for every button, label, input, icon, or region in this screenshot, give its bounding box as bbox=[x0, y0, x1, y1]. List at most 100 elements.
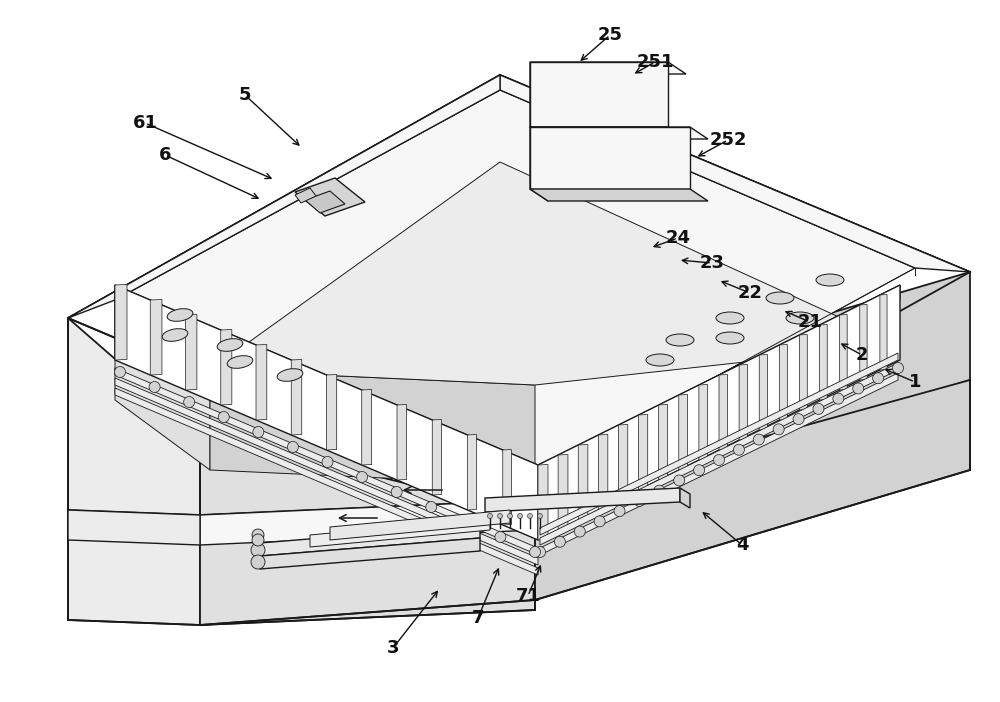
Ellipse shape bbox=[716, 312, 744, 324]
Polygon shape bbox=[260, 538, 480, 569]
Text: 5: 5 bbox=[239, 86, 251, 104]
Circle shape bbox=[594, 516, 605, 526]
Ellipse shape bbox=[217, 338, 243, 351]
Circle shape bbox=[426, 501, 437, 512]
Circle shape bbox=[508, 513, 512, 519]
Text: 4: 4 bbox=[736, 536, 748, 554]
Text: 251: 251 bbox=[636, 53, 674, 71]
Polygon shape bbox=[432, 420, 442, 495]
Circle shape bbox=[554, 536, 565, 548]
Polygon shape bbox=[115, 90, 915, 478]
Circle shape bbox=[528, 513, 532, 519]
Circle shape bbox=[530, 546, 540, 557]
Circle shape bbox=[253, 427, 264, 437]
Ellipse shape bbox=[716, 332, 744, 344]
Polygon shape bbox=[397, 404, 407, 480]
Polygon shape bbox=[68, 510, 200, 545]
Ellipse shape bbox=[646, 354, 674, 366]
Text: 24: 24 bbox=[666, 229, 690, 247]
Polygon shape bbox=[538, 285, 900, 480]
Polygon shape bbox=[779, 345, 787, 420]
Polygon shape bbox=[503, 449, 511, 525]
Circle shape bbox=[488, 513, 492, 519]
Polygon shape bbox=[618, 425, 628, 500]
Polygon shape bbox=[305, 191, 345, 213]
Polygon shape bbox=[820, 324, 827, 400]
Text: 21: 21 bbox=[798, 313, 822, 331]
Polygon shape bbox=[362, 390, 372, 465]
Circle shape bbox=[773, 424, 784, 435]
Polygon shape bbox=[68, 75, 500, 318]
Circle shape bbox=[357, 472, 368, 482]
Circle shape bbox=[853, 383, 864, 394]
Polygon shape bbox=[540, 353, 898, 535]
Circle shape bbox=[149, 381, 160, 392]
Polygon shape bbox=[68, 510, 200, 625]
Polygon shape bbox=[330, 510, 510, 540]
Polygon shape bbox=[115, 285, 538, 540]
Polygon shape bbox=[260, 525, 480, 556]
Polygon shape bbox=[679, 395, 688, 470]
Circle shape bbox=[674, 475, 685, 486]
Polygon shape bbox=[115, 300, 210, 470]
Polygon shape bbox=[540, 373, 898, 555]
Polygon shape bbox=[468, 435, 477, 510]
Circle shape bbox=[893, 362, 904, 373]
Polygon shape bbox=[115, 285, 538, 480]
Circle shape bbox=[251, 555, 265, 569]
Polygon shape bbox=[115, 378, 538, 565]
Circle shape bbox=[753, 434, 764, 445]
Polygon shape bbox=[659, 404, 668, 480]
Ellipse shape bbox=[162, 329, 188, 341]
Polygon shape bbox=[68, 75, 970, 515]
Polygon shape bbox=[68, 318, 200, 625]
Ellipse shape bbox=[786, 312, 814, 324]
Polygon shape bbox=[840, 314, 847, 390]
Polygon shape bbox=[759, 355, 767, 430]
Polygon shape bbox=[500, 75, 970, 272]
Polygon shape bbox=[538, 285, 900, 540]
Circle shape bbox=[873, 373, 884, 384]
Circle shape bbox=[251, 543, 265, 557]
Polygon shape bbox=[150, 300, 162, 375]
Polygon shape bbox=[530, 127, 690, 189]
Polygon shape bbox=[200, 500, 535, 545]
Polygon shape bbox=[115, 388, 538, 575]
Polygon shape bbox=[860, 305, 867, 380]
Polygon shape bbox=[530, 127, 708, 139]
Polygon shape bbox=[310, 518, 490, 547]
Polygon shape bbox=[530, 127, 686, 139]
Circle shape bbox=[391, 486, 402, 498]
Polygon shape bbox=[598, 435, 608, 510]
Polygon shape bbox=[186, 314, 197, 390]
Circle shape bbox=[252, 529, 264, 541]
Text: 3: 3 bbox=[387, 639, 399, 657]
Ellipse shape bbox=[227, 356, 253, 369]
Text: 6: 6 bbox=[159, 146, 171, 164]
Circle shape bbox=[634, 496, 645, 506]
Circle shape bbox=[495, 531, 506, 543]
Circle shape bbox=[538, 513, 542, 519]
Text: 2: 2 bbox=[856, 346, 868, 364]
Polygon shape bbox=[485, 488, 680, 512]
Polygon shape bbox=[295, 178, 365, 216]
Circle shape bbox=[184, 397, 195, 407]
Polygon shape bbox=[880, 295, 887, 370]
Polygon shape bbox=[530, 127, 548, 201]
Text: 23: 23 bbox=[700, 254, 724, 272]
Circle shape bbox=[733, 444, 744, 456]
Circle shape bbox=[833, 393, 844, 404]
Circle shape bbox=[287, 442, 298, 453]
Polygon shape bbox=[680, 488, 690, 508]
Polygon shape bbox=[295, 188, 316, 203]
Circle shape bbox=[714, 454, 724, 465]
Polygon shape bbox=[530, 62, 548, 139]
Polygon shape bbox=[210, 370, 535, 485]
Polygon shape bbox=[578, 444, 588, 520]
Circle shape bbox=[574, 526, 585, 537]
Polygon shape bbox=[200, 433, 535, 625]
Circle shape bbox=[218, 411, 229, 423]
Circle shape bbox=[460, 517, 471, 527]
Text: 71: 71 bbox=[516, 587, 540, 605]
Circle shape bbox=[114, 366, 126, 378]
